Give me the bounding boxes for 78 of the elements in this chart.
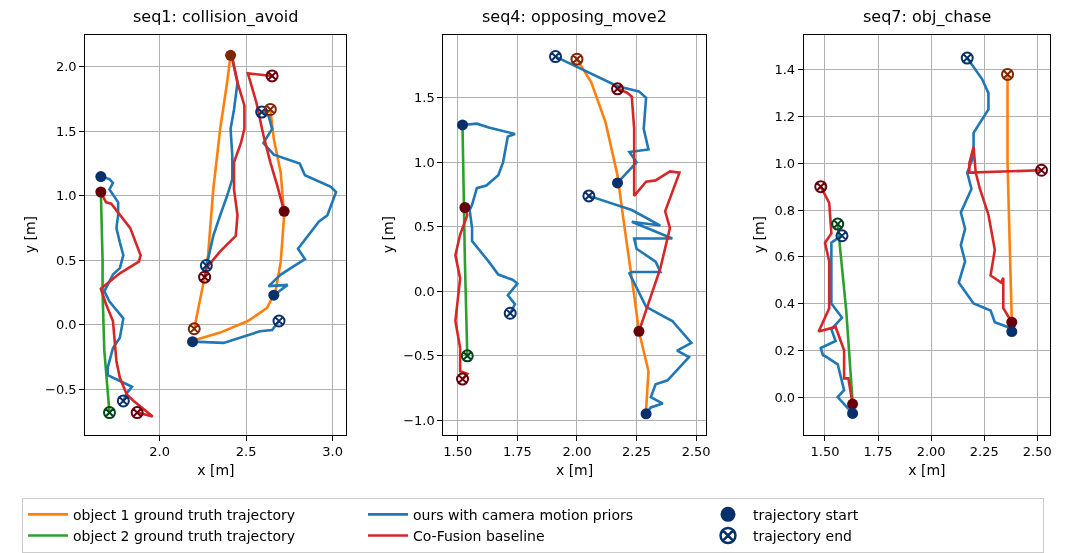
x-tick-label: 3.0 <box>322 444 343 460</box>
x-tick-label: 1.75 <box>863 444 893 460</box>
y-tick-label: 1.5 <box>414 90 435 106</box>
point <box>95 186 107 198</box>
point <box>457 119 469 131</box>
point <box>1001 67 1015 81</box>
x-axis-title: x [m] <box>555 461 594 478</box>
y-tick-label: −0.5 <box>45 381 77 397</box>
y-tick-label: −0.5 <box>403 348 435 364</box>
x-axis-title: x [m] <box>908 461 946 478</box>
point <box>265 69 279 83</box>
y-tick-label: 2.0 <box>55 59 77 75</box>
x-tick-label: 2.25 <box>969 444 999 460</box>
y-axis-title: y [m] <box>21 215 38 254</box>
x-tick-label: 2.00 <box>916 444 946 460</box>
x-tick-label: 1.50 <box>810 444 840 460</box>
y-tick-label: 0.5 <box>55 252 77 268</box>
chart-title: seq7: obj_chase <box>863 7 992 27</box>
x-axis-title: x [m] <box>197 461 235 478</box>
x-tick-label: 2.5 <box>235 444 257 460</box>
x-tick-label: 2.50 <box>1022 444 1052 460</box>
y-axis-title: y [m] <box>379 215 396 254</box>
point <box>225 49 237 61</box>
point <box>570 52 584 66</box>
legend-label: trajectory end <box>753 528 852 545</box>
legend-label: object 1 ground truth trajectory <box>73 506 295 523</box>
point <box>198 270 212 284</box>
point <box>103 406 116 419</box>
point <box>831 217 845 231</box>
y-tick-label: 0.6 <box>774 249 796 265</box>
y-tick-label: 1.0 <box>414 154 435 170</box>
chart-title: seq1: collision_avoid <box>133 7 299 27</box>
y-axis-title: y [m] <box>750 215 767 254</box>
point <box>633 325 645 337</box>
x-tick-label: 2.0 <box>149 444 170 460</box>
point <box>549 50 563 64</box>
y-tick-label: 0.0 <box>774 389 796 405</box>
legend-label: trajectory start <box>753 506 859 523</box>
point <box>640 408 652 420</box>
y-tick-label: 0.4 <box>774 296 796 312</box>
point <box>503 306 517 320</box>
legend-label: Co-Fusion baseline <box>413 528 545 545</box>
point <box>611 177 623 189</box>
point <box>456 372 470 386</box>
y-tick-label: −1.0 <box>403 412 435 428</box>
y-tick-label: 1.0 <box>55 188 77 204</box>
y-tick-label: 0.5 <box>414 219 435 235</box>
x-tick-label: 2.25 <box>622 444 652 460</box>
chart-title: seq4: opposing_move2 <box>482 7 667 27</box>
point <box>187 322 201 336</box>
point <box>199 259 213 272</box>
point <box>263 102 277 116</box>
point <box>611 82 624 96</box>
x-tick-label: 2.00 <box>562 444 592 460</box>
point <box>272 314 286 328</box>
y-tick-label: 0.0 <box>414 283 435 299</box>
point <box>582 189 596 203</box>
y-tick-label: 1.0 <box>774 155 796 171</box>
point <box>278 205 290 217</box>
point <box>95 171 107 183</box>
x-tick-label: 1.75 <box>502 444 532 460</box>
point <box>268 289 280 301</box>
point <box>187 336 199 348</box>
legend-label: object 2 ground truth trajectory <box>73 528 295 545</box>
point <box>116 394 130 408</box>
y-tick-label: 1.5 <box>55 123 77 139</box>
y-tick-label: 0.2 <box>774 342 796 358</box>
y-tick-label: 0.0 <box>55 317 77 333</box>
point <box>130 406 144 419</box>
x-tick-label: 1.50 <box>443 444 473 460</box>
point <box>460 349 474 363</box>
point <box>459 201 471 213</box>
y-tick-label: 1.2 <box>774 109 796 125</box>
legend-label: ours with camera motion priors <box>413 506 634 523</box>
y-tick-label: 1.4 <box>774 62 796 78</box>
point <box>255 105 269 119</box>
y-tick-label: 0.8 <box>774 202 796 218</box>
x-tick-label: 2.50 <box>681 444 711 460</box>
